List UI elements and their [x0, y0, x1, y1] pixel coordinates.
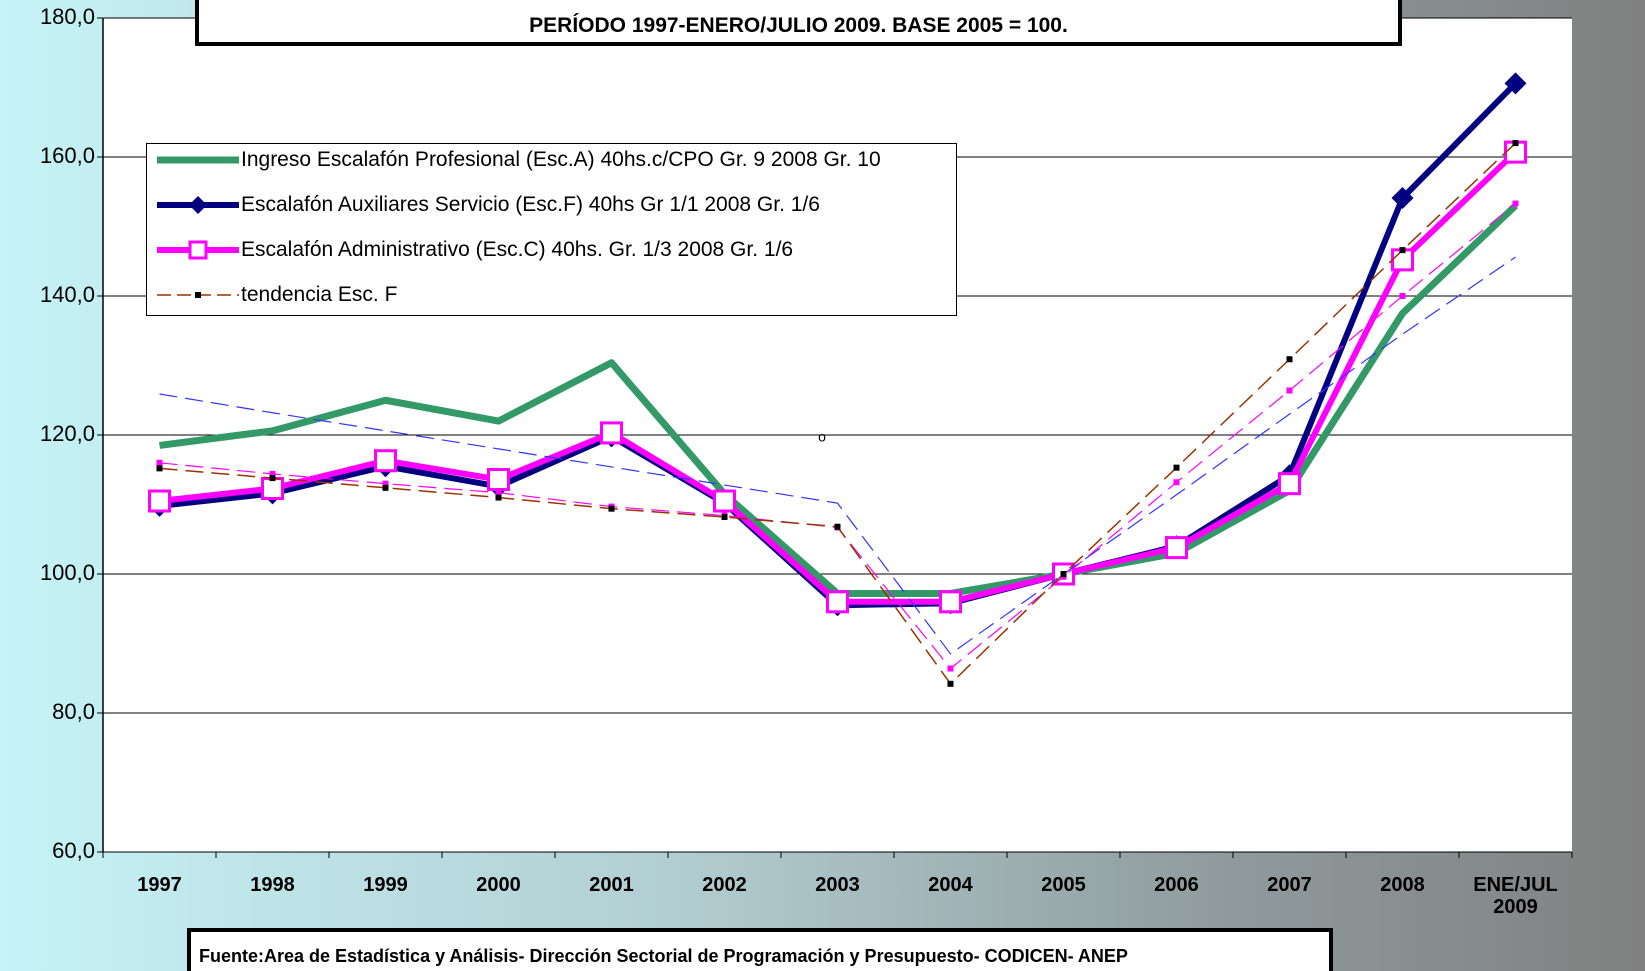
point-marker [713, 489, 736, 513]
legend-entry: Ingreso Escalafón Profesional (Esc.A) 40… [155, 149, 951, 171]
point-marker [1512, 140, 1519, 147]
x-tick-label: 2004 [928, 874, 973, 896]
point-marker [608, 505, 615, 512]
x-tick-label: 2002 [702, 874, 747, 896]
x-tick-label: 2001 [589, 874, 634, 896]
y-tick-label: 100,0 [40, 560, 95, 585]
point-marker [834, 523, 841, 530]
x-tick-label: 1997 [137, 874, 182, 896]
point-marker [1391, 187, 1414, 210]
legend-swatch [157, 240, 239, 260]
legend-label: Ingreso Escalafón Profesional (Esc.A) 40… [241, 148, 881, 171]
x-tick-label: ENE/JUL 2009 [1473, 874, 1558, 918]
point-marker [721, 514, 728, 521]
legend-entry: tendencia Esc. F [155, 284, 951, 306]
point-marker [487, 467, 510, 491]
y-tick-label: 120,0 [40, 421, 95, 446]
point-marker [156, 459, 163, 466]
point-marker [1278, 472, 1301, 496]
point-marker [382, 484, 389, 491]
y-tick-label: 180,0 [40, 4, 95, 29]
series-line [159, 256, 1516, 655]
point-marker [826, 590, 849, 614]
x-tick-label: 2003 [815, 874, 860, 896]
source-note: Fuente:Area de Estadística y Análisis- D… [187, 928, 1333, 971]
point-marker [1165, 536, 1188, 560]
x-tick-label: 2008 [1380, 874, 1425, 896]
point-marker [1399, 247, 1406, 254]
point-marker [1512, 200, 1519, 207]
legend-swatch [157, 196, 239, 214]
y-tick-label: 160,0 [40, 143, 95, 168]
point-marker [947, 680, 954, 687]
point-marker [495, 489, 502, 496]
legend-swatch [157, 292, 239, 298]
point-marker [382, 480, 389, 487]
point-marker [1173, 464, 1180, 471]
point-marker [1060, 571, 1067, 577]
point-marker [495, 494, 502, 501]
y-tick-label: 80,0 [52, 699, 95, 724]
legend-label: Escalafón Auxiliares Servicio (Esc.F) 40… [241, 193, 820, 216]
point-marker [269, 470, 276, 477]
legend-swatch [157, 156, 239, 164]
point-marker [1504, 72, 1527, 95]
y-tick-label: 140,0 [40, 282, 95, 307]
legend-label: tendencia Esc. F [241, 283, 398, 306]
point-marker [600, 421, 623, 445]
point-marker [1286, 356, 1293, 363]
legend-marker [195, 292, 201, 298]
x-tick-label: 2000 [476, 874, 521, 896]
legend-entry: Escalafón Auxiliares Servicio (Esc.F) 40… [155, 194, 951, 216]
point-marker [1173, 479, 1180, 486]
legend-marker [189, 196, 207, 214]
point-marker [1399, 293, 1406, 299]
point-marker [374, 449, 397, 473]
point-marker [261, 477, 284, 501]
point-marker [947, 665, 954, 672]
point-marker [1286, 387, 1293, 394]
x-tick-label: 2005 [1041, 874, 1086, 896]
point-marker [269, 475, 276, 482]
point-marker [939, 590, 962, 614]
legend-marker [188, 240, 208, 260]
point-marker [156, 465, 163, 472]
y-tick-label: 60,0 [52, 838, 95, 863]
legend-label: Escalafón Administrativo (Esc.C) 40hs. G… [241, 238, 794, 261]
legend-entry: Escalafón Administrativo (Esc.C) 40hs. G… [155, 239, 951, 261]
x-tick-label: 1998 [250, 874, 295, 896]
legend: Ingreso Escalafón Profesional (Esc.A) 40… [146, 143, 957, 316]
point-marker [148, 489, 171, 513]
x-tick-label: 1999 [363, 874, 408, 896]
x-tick-label: 2006 [1154, 874, 1199, 896]
chart-title: PERÍODO 1997-ENERO/JULIO 2009. BASE 2005… [195, 0, 1402, 46]
annotation: o [818, 429, 826, 445]
x-tick-label: 2007 [1267, 874, 1312, 896]
